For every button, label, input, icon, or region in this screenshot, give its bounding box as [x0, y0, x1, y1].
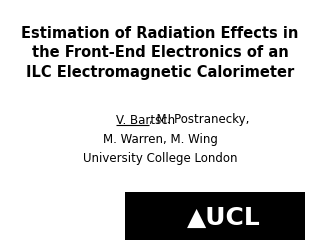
Text: , M. Postranecky,: , M. Postranecky,: [148, 114, 249, 126]
Text: M. Warren, M. Wing: M. Warren, M. Wing: [103, 133, 217, 146]
Text: ▲UCL: ▲UCL: [187, 206, 261, 230]
Text: University College London: University College London: [83, 152, 237, 165]
Text: Estimation of Radiation Effects in
the Front-End Electronics of an
ILC Electroma: Estimation of Radiation Effects in the F…: [21, 25, 299, 80]
Text: V. Bartsch: V. Bartsch: [116, 114, 175, 126]
FancyBboxPatch shape: [125, 192, 305, 240]
